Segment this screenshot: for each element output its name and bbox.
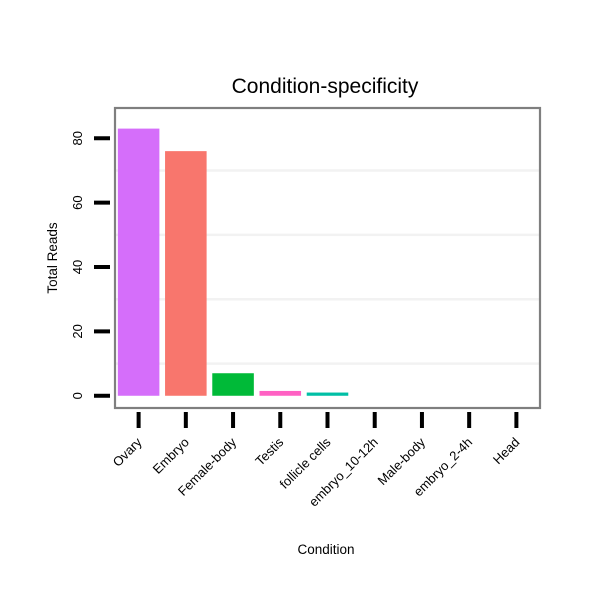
y-tick-label: 60 [70,195,85,209]
bar-embryo [165,151,207,396]
y-tick-label: 0 [70,392,85,399]
bars [117,128,349,396]
plot-panel-border [113,106,542,410]
y-axis-title: Total Reads [45,222,60,294]
x-tick-label: Testis [252,434,286,468]
y-tick-label: 80 [70,131,85,145]
bar-testis [259,390,302,396]
y-tick-label: 20 [70,324,85,338]
bar-follicle-cells [306,392,349,396]
x-tick-label: Embryo [150,435,192,477]
x-axis-title: Condition [297,542,354,557]
bar-ovary [117,128,160,396]
y-axis: 0 20 40 60 80 [70,131,110,399]
chart-title: Condition-specificity [232,75,419,98]
x-tick-label: Head [490,435,523,468]
bar-female-body [212,373,254,396]
y-tick-label: 40 [70,260,85,274]
x-tick-label: Ovary [110,434,145,469]
